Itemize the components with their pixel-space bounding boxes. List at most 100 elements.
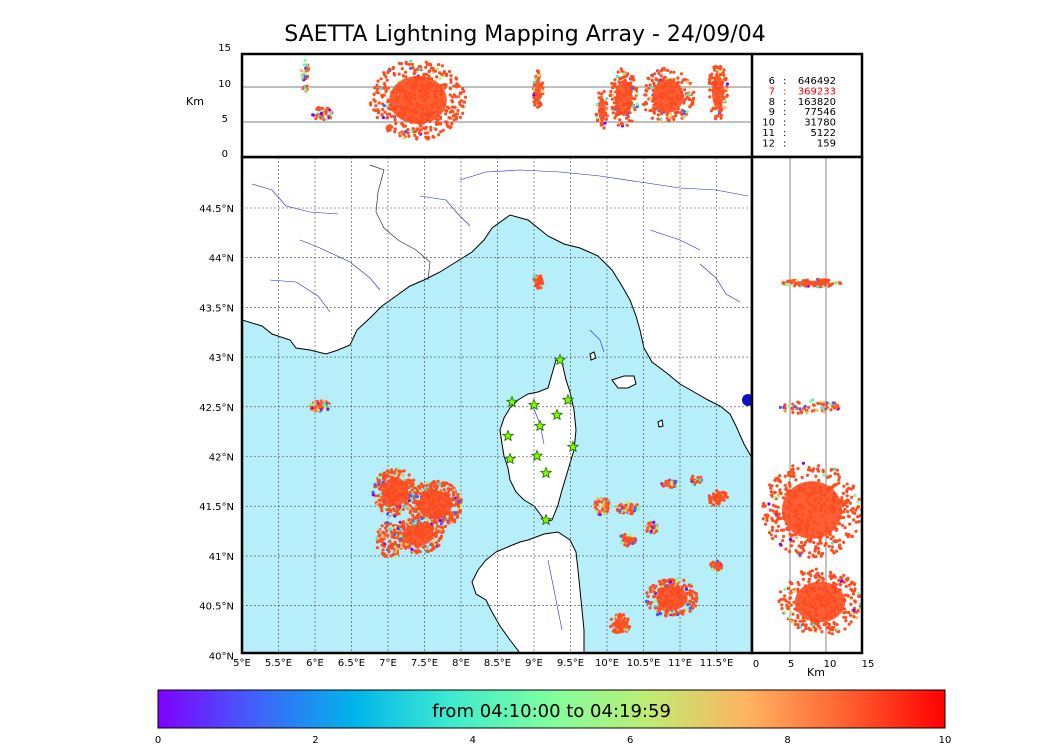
colorbar-tick: 4 (470, 735, 476, 746)
altitude-lon-panel (242, 54, 752, 157)
count-sep: : (783, 118, 786, 129)
lon-tick: 5.5°E (265, 658, 292, 669)
count-value: 77546 (804, 107, 836, 118)
top-cluster-h (707, 64, 730, 121)
right-cluster-c (761, 461, 862, 559)
lat-tick: 43.5°N (199, 303, 234, 314)
lon-tick: 10.5°E (627, 658, 661, 669)
station-star-icon (539, 513, 553, 526)
count-sep: : (783, 128, 786, 139)
lon-tick: 5°E (233, 658, 251, 669)
lon-tick: 11.5°E (700, 658, 734, 669)
elba-island (611, 375, 637, 389)
right-panel-xlabel: Km (807, 666, 825, 679)
cluster-sardinia-west-d (375, 521, 405, 558)
lon-tick: 6°E (306, 658, 324, 669)
colorbar-tick: 8 (784, 735, 790, 746)
top-panel-ylabel: Km (186, 95, 204, 108)
lat-tick: 43°N (209, 353, 234, 364)
cluster-tyrrhenian-f (689, 474, 703, 487)
count-sep: : (783, 107, 786, 118)
top-panel-frame (240, 52, 864, 159)
giglio-island (657, 419, 664, 428)
top-ytick: 5 (222, 114, 228, 125)
capraia-island (589, 351, 597, 361)
lon-tick: 7.5°E (411, 658, 438, 669)
colorbar (157, 689, 946, 729)
count-value: 159 (817, 138, 836, 149)
lon-tick: 11°E (668, 658, 692, 669)
cluster-tyrrhenian-h (709, 559, 724, 572)
right-xtick: 15 (862, 659, 875, 670)
map-tick-labels: 5°E 5.5°E 6°E 6.5°E 7°E 7.5°E 8°E 8.5°E 9°E 9.5°E… (199, 204, 733, 669)
count-sep: : (783, 138, 786, 149)
map-panel (242, 157, 752, 653)
lon-tick: 7°E (379, 658, 397, 669)
count-value: 163820 (798, 97, 836, 108)
cluster-tyrrhenian-sw (609, 612, 632, 634)
colorbar-tick: 10 (939, 735, 952, 746)
count-station: 12 (762, 138, 775, 149)
count-station: 11 (762, 128, 775, 139)
top-cluster-g (641, 66, 696, 123)
top-cluster-e (594, 89, 609, 130)
lon-tick: 9.5°E (557, 658, 584, 669)
cluster-sardinia-west-a (371, 467, 419, 518)
lma-stations (501, 353, 580, 526)
top-cluster-a (299, 58, 311, 93)
top-ytick: 10 (218, 79, 231, 90)
top-cluster-d (532, 69, 545, 109)
colorbar-tick: 0 (155, 735, 161, 746)
station-count-table: 6: 646492 7: 369233 8: 163820 9: 77546 10: 31780 1… (762, 76, 836, 149)
top-cluster-f (608, 67, 640, 128)
cluster-tyrrhenian-b (615, 501, 642, 516)
cluster-tyrrhenian-d (645, 520, 659, 535)
altitude-lat-panel (752, 157, 862, 653)
right-panel-ticks: 0 5 10 15 (753, 659, 875, 670)
lat-tick: 40.5°N (199, 602, 234, 613)
count-value: 646492 (798, 76, 836, 87)
count-sep: : (783, 86, 786, 97)
lat-tick: 41°N (209, 552, 234, 563)
colorbar-ticks: 0 2 4 6 8 10 (155, 735, 952, 746)
right-cluster-a (781, 277, 843, 289)
corsica-island (499, 359, 577, 523)
count-value: 31780 (804, 118, 836, 129)
right-cluster-b (778, 398, 841, 415)
lightning-sources-top (299, 58, 730, 141)
right-xtick: 0 (753, 659, 759, 670)
lat-tick: 44.5°N (199, 204, 234, 215)
country-border (369, 164, 431, 281)
cluster-ligurian-west (308, 399, 331, 413)
count-sep: : (783, 76, 786, 87)
count-station: 10 (762, 118, 775, 129)
lat-tick: 41.5°N (199, 502, 234, 513)
figure-title: SAETTA Lightning Mapping Array - 24/09/0… (284, 22, 766, 47)
top-cluster-c (369, 59, 468, 141)
right-xtick: 5 (788, 659, 794, 670)
right-xtick: 10 (824, 659, 837, 670)
colorbar-tick: 6 (627, 735, 633, 746)
sardinia-island (471, 531, 585, 653)
cluster-liguria-small (532, 274, 545, 290)
count-station: 9 (769, 107, 775, 118)
cluster-tyrrhenian-g (707, 489, 729, 507)
cluster-tyrrhenian-south (644, 577, 700, 618)
radar-marker (742, 394, 752, 406)
lat-tick: 42.5°N (199, 403, 234, 414)
top-cluster-b (311, 105, 334, 122)
count-station: 7 (769, 86, 775, 97)
station-star-icon (501, 429, 515, 442)
station-star-icon (527, 398, 541, 411)
top-ytick: 15 (218, 43, 231, 54)
lat-tick: 42°N (209, 453, 234, 464)
cluster-tyrrhenian-c (619, 533, 638, 548)
lon-tick: 10°E (595, 658, 619, 669)
top-panel-ticks: 15 10 5 0 (218, 43, 231, 160)
station-star-icon (566, 440, 580, 453)
right-panel-frame (750, 155, 864, 655)
station-star-icon (539, 466, 553, 479)
cluster-tyrrhenian-e (660, 478, 678, 489)
map-gridlines (242, 157, 752, 653)
